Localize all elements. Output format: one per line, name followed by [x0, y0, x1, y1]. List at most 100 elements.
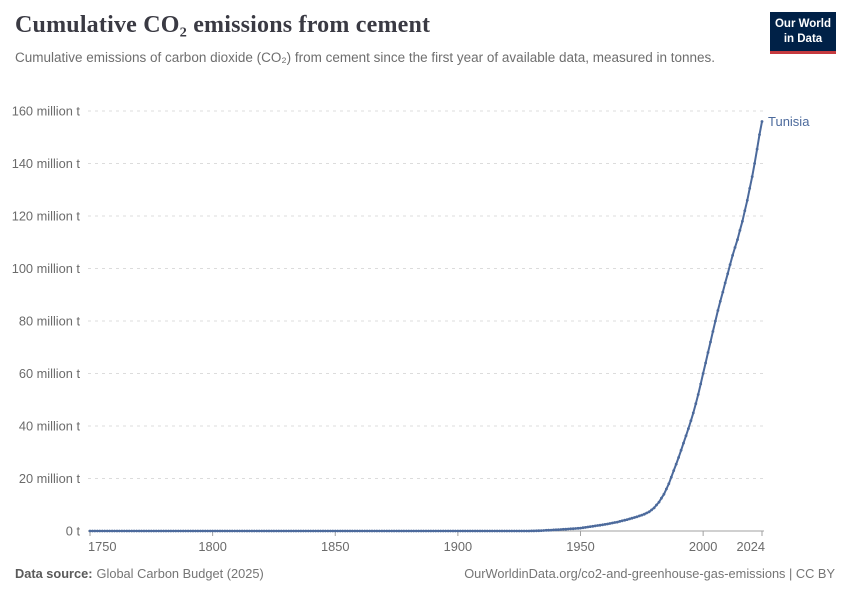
data-point-marker[interactable] — [105, 529, 109, 533]
data-point-marker[interactable] — [691, 411, 695, 415]
data-point-marker[interactable] — [745, 198, 749, 202]
data-point-marker[interactable] — [118, 529, 121, 533]
data-point-marker[interactable] — [696, 393, 700, 396]
data-point-marker[interactable] — [422, 529, 425, 533]
data-point-marker[interactable] — [417, 529, 420, 533]
data-point-marker[interactable] — [412, 529, 416, 533]
data-point-marker[interactable] — [336, 529, 340, 533]
data-point-marker[interactable] — [88, 529, 92, 533]
data-point-marker[interactable] — [498, 529, 501, 533]
data-point-marker[interactable] — [481, 529, 484, 533]
data-point-marker[interactable] — [130, 529, 134, 533]
data-point-marker[interactable] — [682, 441, 685, 445]
data-point-marker[interactable] — [252, 529, 256, 533]
data-point-marker[interactable] — [571, 527, 575, 531]
data-point-marker[interactable] — [125, 529, 129, 533]
data-point-marker[interactable] — [189, 529, 193, 533]
data-point-marker[interactable] — [456, 529, 460, 533]
data-point-marker[interactable] — [140, 529, 143, 533]
data-point-marker[interactable] — [400, 529, 403, 533]
data-point-marker[interactable] — [297, 529, 300, 533]
data-point-marker[interactable] — [721, 290, 725, 294]
owid-logo[interactable]: Our World in Data — [770, 12, 836, 54]
data-point-marker[interactable] — [716, 309, 720, 312]
data-point-marker[interactable] — [122, 529, 126, 533]
series-tunisia[interactable] — [88, 120, 764, 533]
data-point-marker[interactable] — [360, 529, 364, 533]
data-point-marker[interactable] — [748, 187, 752, 190]
data-point-marker[interactable] — [154, 529, 158, 533]
data-point-marker[interactable] — [576, 526, 580, 530]
data-point-marker[interactable] — [473, 529, 477, 533]
data-point-marker[interactable] — [225, 529, 229, 533]
data-point-marker[interactable] — [512, 529, 516, 533]
data-point-marker[interactable] — [208, 529, 212, 533]
data-point-marker[interactable] — [326, 529, 330, 533]
data-point-marker[interactable] — [441, 529, 445, 533]
data-point-marker[interactable] — [718, 299, 722, 303]
data-point-marker[interactable] — [750, 175, 754, 178]
data-point-marker[interactable] — [203, 529, 207, 533]
data-point-marker[interactable] — [733, 246, 737, 249]
data-point-marker[interactable] — [333, 529, 337, 533]
data-point-marker[interactable] — [687, 427, 690, 430]
data-point-marker[interactable] — [132, 529, 136, 533]
data-point-marker[interactable] — [270, 529, 273, 533]
data-point-marker[interactable] — [397, 529, 401, 533]
data-point-marker[interactable] — [463, 529, 467, 533]
data-point-marker[interactable] — [93, 529, 97, 533]
data-point-marker[interactable] — [135, 529, 139, 533]
data-point-marker[interactable] — [581, 526, 585, 530]
data-point-marker[interactable] — [201, 529, 205, 533]
data-point-marker[interactable] — [623, 518, 627, 522]
data-point-marker[interactable] — [650, 508, 653, 512]
series-label-tunisia[interactable]: Tunisia — [768, 114, 810, 129]
data-point-marker[interactable] — [645, 511, 649, 515]
data-point-marker[interactable] — [240, 529, 244, 533]
data-point-marker[interactable] — [537, 529, 541, 533]
data-point-marker[interactable] — [454, 529, 457, 533]
data-point-marker[interactable] — [409, 529, 413, 533]
data-point-marker[interactable] — [596, 524, 600, 527]
data-point-marker[interactable] — [753, 162, 756, 165]
data-point-marker[interactable] — [633, 516, 636, 519]
data-point-marker[interactable] — [370, 529, 374, 533]
data-point-marker[interactable] — [115, 529, 119, 533]
data-point-marker[interactable] — [728, 263, 732, 266]
data-point-marker[interactable] — [405, 529, 408, 533]
data-point-marker[interactable] — [351, 529, 354, 533]
data-point-marker[interactable] — [309, 529, 313, 533]
data-point-marker[interactable] — [458, 529, 462, 533]
data-point-marker[interactable] — [741, 219, 744, 223]
data-point-marker[interactable] — [306, 529, 310, 533]
data-point-marker[interactable] — [304, 529, 308, 533]
data-point-marker[interactable] — [382, 529, 386, 533]
data-point-marker[interactable] — [314, 529, 317, 533]
data-point-marker[interactable] — [665, 487, 668, 491]
data-point-marker[interactable] — [689, 419, 693, 423]
data-point-marker[interactable] — [547, 528, 550, 532]
data-point-marker[interactable] — [287, 529, 291, 533]
data-point-marker[interactable] — [432, 529, 435, 533]
data-point-marker[interactable] — [228, 529, 232, 533]
data-point-marker[interactable] — [598, 523, 602, 527]
data-point-marker[interactable] — [525, 529, 528, 533]
data-point-marker[interactable] — [235, 529, 239, 533]
data-point-marker[interactable] — [294, 529, 298, 533]
data-point-marker[interactable] — [461, 529, 465, 533]
data-point-marker[interactable] — [213, 529, 217, 533]
data-point-marker[interactable] — [559, 528, 563, 531]
data-point-marker[interactable] — [485, 529, 489, 533]
data-point-marker[interactable] — [667, 482, 671, 486]
data-point-marker[interactable] — [628, 517, 631, 521]
data-point-marker[interactable] — [714, 319, 717, 323]
data-point-marker[interactable] — [451, 529, 455, 533]
data-point-marker[interactable] — [591, 524, 595, 528]
data-point-marker[interactable] — [669, 475, 673, 479]
data-point-marker[interactable] — [500, 529, 504, 533]
data-point-marker[interactable] — [341, 529, 344, 533]
data-point-marker[interactable] — [149, 529, 153, 533]
data-point-marker[interactable] — [738, 229, 742, 232]
data-point-marker[interactable] — [103, 529, 107, 533]
data-point-marker[interactable] — [608, 522, 612, 525]
